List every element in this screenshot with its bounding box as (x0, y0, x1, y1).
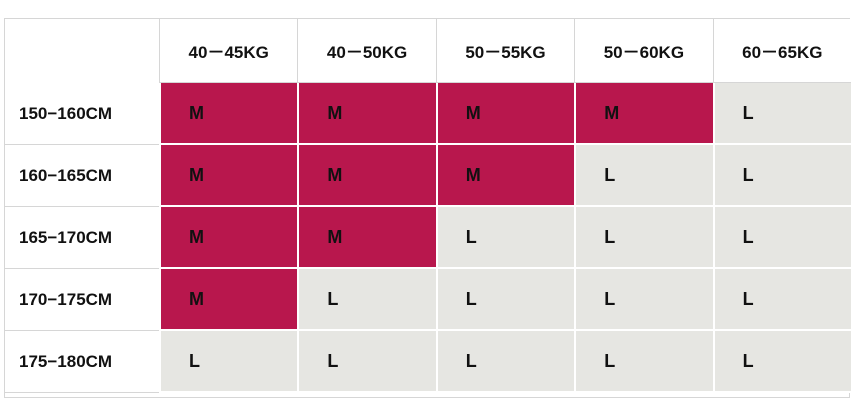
size-cell: L (159, 331, 298, 393)
size-cell: L (435, 207, 575, 269)
column-header: 50－55KG (435, 19, 575, 83)
size-cell: M (159, 207, 298, 269)
column-header: 50－60KG (574, 19, 713, 83)
size-cell: M (435, 83, 575, 145)
column-header: 60－65KG (712, 19, 851, 83)
size-cell: L (712, 331, 851, 393)
size-cell: M (159, 145, 298, 207)
row-label: 165−170CM (5, 207, 159, 269)
size-cell: L (712, 207, 851, 269)
size-cell: M (159, 83, 298, 145)
size-cell: L (297, 331, 436, 393)
row-label: 175−180CM (5, 331, 159, 393)
size-cell: L (435, 269, 575, 331)
size-cell: L (297, 269, 436, 331)
size-cell: L (574, 331, 713, 393)
size-cell: M (297, 145, 436, 207)
size-cell: L (435, 331, 575, 393)
size-cell: M (435, 145, 575, 207)
size-cell: M (574, 83, 713, 145)
size-cell: L (712, 83, 851, 145)
size-table: 40－45KG 40－50KG 50－55KG 50－60KG 60－65KG 150−1… (4, 18, 851, 398)
size-cell: M (297, 207, 436, 269)
row-label: 170−175CM (5, 269, 159, 331)
size-cell: L (712, 269, 851, 331)
size-cell: L (574, 207, 713, 269)
row-label: 150−160CM (5, 83, 159, 145)
row-label: 160−165CM (5, 145, 159, 207)
size-cell: L (712, 145, 851, 207)
size-cell: M (159, 269, 298, 331)
column-header: 40－45KG (159, 19, 298, 83)
size-cell: L (574, 269, 713, 331)
column-header: 40－50KG (297, 19, 436, 83)
size-cell: L (574, 145, 713, 207)
size-cell: M (297, 83, 436, 145)
